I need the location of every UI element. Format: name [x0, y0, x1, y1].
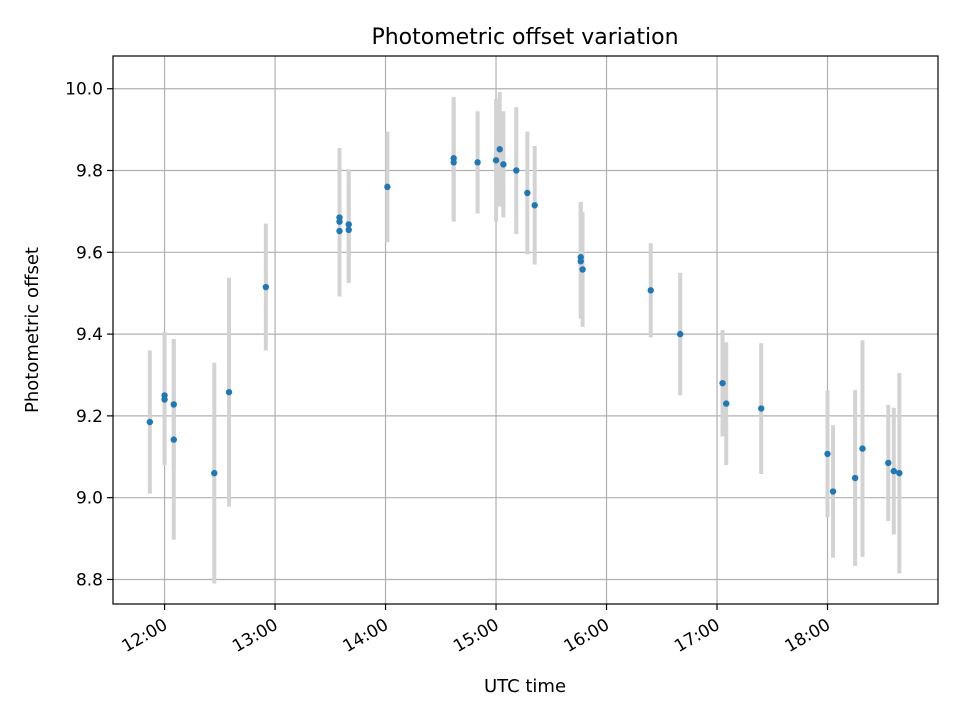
data-point: [890, 467, 898, 475]
data-point: [170, 436, 177, 443]
y-axis-label: Photometric offset: [22, 247, 43, 413]
data-point: [496, 146, 503, 153]
data-point: [211, 469, 218, 477]
y-axis-ticks: 8.8 9.0 9.2 9.4 9.6 9.8 10.0: [65, 80, 113, 590]
data-points: [146, 146, 903, 495]
data-point: [474, 159, 481, 166]
data-point: [500, 161, 507, 168]
data-point: [577, 258, 584, 265]
data-point: [146, 418, 154, 426]
data-point: [336, 218, 343, 225]
data-point: [170, 401, 177, 408]
data-point: [647, 287, 654, 294]
data-point: [719, 379, 726, 387]
data-point: [859, 445, 866, 452]
data-point: [531, 202, 538, 209]
data-point: [492, 157, 500, 164]
chart-title: Photometric offset variation: [371, 25, 678, 50]
plot-frame: [112, 55, 939, 605]
data-point: [676, 330, 684, 338]
data-point: [579, 266, 586, 273]
y-tick-label: 9.8: [76, 162, 103, 182]
data-point: [513, 167, 520, 174]
y-tick-label: 9.6: [76, 243, 103, 263]
data-point: [161, 396, 168, 403]
y-tick-label: 9.4: [76, 325, 103, 345]
data-point: [758, 405, 765, 412]
y-tick-label: 9.2: [76, 407, 103, 427]
y-tick-label: 9.0: [76, 489, 103, 509]
data-point: [336, 227, 343, 235]
y-tick-label: 8.8: [76, 570, 103, 590]
data-point: [524, 189, 531, 197]
data-point: [824, 450, 831, 458]
data-point: [384, 183, 391, 191]
data-point: [262, 283, 270, 291]
data-point: [896, 469, 903, 477]
data-point: [885, 459, 892, 467]
data-point: [851, 474, 859, 482]
data-point: [345, 221, 352, 228]
data-point: [829, 488, 837, 495]
x-axis-label: UTC time: [484, 676, 566, 697]
data-point: [225, 388, 233, 396]
data-point: [450, 159, 457, 166]
data-point: [723, 400, 730, 407]
data-point: [345, 226, 352, 234]
y-tick-label: 10.0: [65, 80, 103, 100]
